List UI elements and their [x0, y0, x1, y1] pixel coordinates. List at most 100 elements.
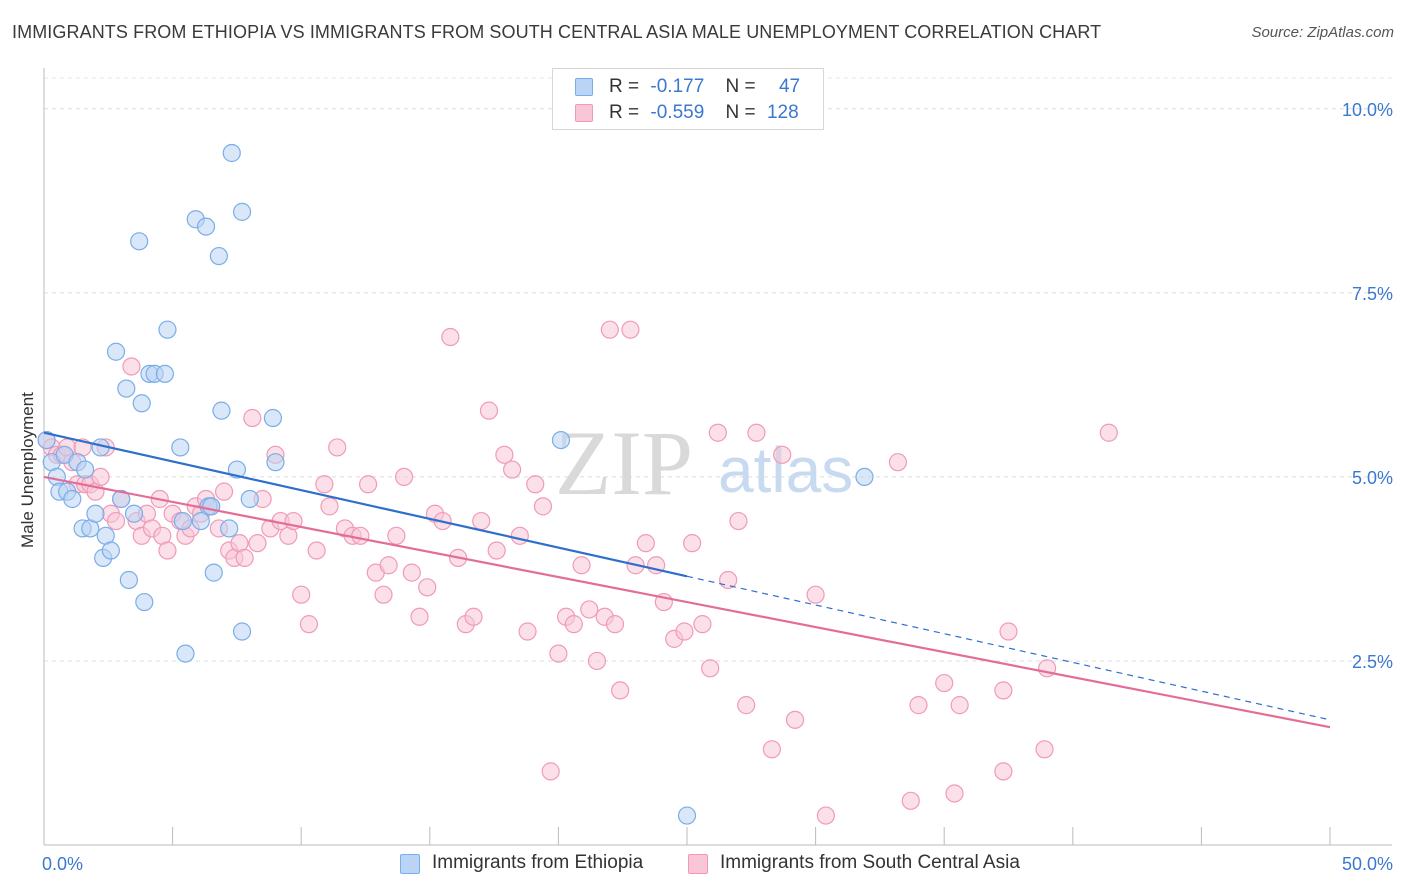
sca-point-119: [1035, 740, 1054, 759]
ethiopia-point-0: [37, 430, 56, 450]
ethiopia-point-40: [222, 143, 241, 163]
ethiopia-point-45: [263, 408, 283, 428]
sca-point-71: [479, 401, 499, 420]
sca-point-98: [693, 615, 712, 634]
x-tick-label-min: 0.0%: [42, 854, 83, 874]
ethiopia-point-37: [209, 246, 228, 266]
ethiopia-point-49: [855, 467, 874, 487]
watermark-atlas: atlas: [718, 434, 853, 506]
tick-labels: 2.5% 5.0% 7.5% 10.0% 0.0% 50.0%: [42, 100, 1393, 874]
sca-point-96: [675, 622, 694, 641]
ethiopia-point-42: [232, 622, 252, 641]
sca-point-97: [683, 534, 702, 553]
legend-swatch-ethiopia: [575, 78, 593, 96]
sca-point-57: [374, 585, 393, 604]
r-label: R =: [609, 76, 640, 97]
ethiopia-point-33: [196, 217, 216, 236]
sca-point-110: [888, 453, 908, 472]
sca-point-23: [158, 541, 177, 560]
sca-point-16: [122, 357, 141, 376]
ethiopia-point-9: [76, 460, 95, 479]
sca-point-78: [533, 497, 553, 516]
sca-point-100: [708, 423, 727, 442]
ethiopia-point-20: [124, 504, 144, 523]
sca-point-84: [580, 600, 599, 619]
sca-point-74: [503, 460, 522, 479]
ethiopia-point-32: [191, 511, 210, 531]
legend-label-sca: Immigrants from South Central Asia: [720, 852, 1020, 873]
sca-point-14: [106, 511, 126, 531]
sca-point-39: [248, 534, 267, 553]
sca-point-88: [605, 615, 625, 634]
ethiopia-point-2: [47, 467, 66, 487]
sca-point-109: [816, 806, 835, 825]
y-tick-label-0: 2.5%: [1352, 652, 1393, 672]
ethiopia-point-6: [63, 489, 82, 509]
ethiopia-point-48: [677, 806, 697, 825]
n-label: N =: [725, 76, 756, 97]
ethiopia-point-36: [204, 563, 223, 582]
sca-point-54: [351, 526, 370, 545]
sca-point-69: [464, 607, 483, 626]
ethiopia-point-35: [202, 497, 221, 516]
ethiopia-point-21: [130, 232, 149, 251]
sca-point-101: [719, 570, 738, 590]
sca-point-73: [495, 445, 514, 464]
sca-point-115: [950, 696, 969, 715]
trend-lines: [43, 431, 1331, 729]
ethiopia-point-17: [112, 489, 131, 509]
ethiopia-point-26: [155, 364, 174, 383]
sca-point-48: [307, 541, 326, 560]
watermark-zip: ZIP: [555, 412, 693, 514]
trend-line-ethiopia-extrapolated: [686, 575, 1331, 721]
watermark: ZIP atlas: [555, 412, 853, 514]
sca-point-33: [214, 482, 234, 501]
correlation-legend: R = -0.177 N = 47 R = -0.559 N = 128: [552, 68, 824, 130]
sca-point-117: [999, 622, 1018, 641]
trend-line-sca: [43, 475, 1331, 729]
y-tick-label-3: 10.0%: [1342, 100, 1393, 120]
sca-point-111: [901, 791, 920, 810]
sca-point-11: [91, 467, 110, 487]
sca-point-58: [379, 556, 398, 575]
y-tick-label-2: 7.5%: [1352, 284, 1393, 304]
sca-point-66: [441, 327, 460, 347]
sca-point-102: [729, 511, 748, 531]
n-label: N =: [725, 102, 756, 123]
ethiopia-point-11: [86, 504, 105, 523]
sca-point-118: [994, 762, 1013, 781]
sca-point-72: [487, 541, 506, 560]
grid-lines: [44, 77, 1392, 662]
sca-point-121: [1099, 423, 1118, 442]
source-credit: Source: ZipAtlas.com: [1251, 24, 1394, 41]
ethiopia-point-19: [119, 570, 138, 590]
ethiopia-point-22: [132, 394, 151, 413]
ethiopia-point-30: [176, 644, 195, 663]
legend-stats-sca: R = -0.559 N = 128: [609, 102, 799, 124]
sca-point-87: [600, 320, 619, 339]
sca-point-46: [292, 585, 311, 604]
ethiopia-point-46: [266, 453, 285, 472]
sca-point-79: [541, 762, 560, 781]
r-value: -0.177: [650, 76, 705, 97]
legend-swatch-sca: [688, 854, 708, 874]
sca-point-61: [402, 563, 421, 582]
sca-point-70: [472, 511, 491, 531]
sca-point-116: [994, 681, 1013, 700]
ethiopia-point-16: [106, 342, 126, 361]
y-tick-label-1: 5.0%: [1352, 468, 1393, 488]
sca-point-80: [549, 644, 568, 663]
sca-point-62: [410, 607, 429, 626]
sca-point-107: [785, 710, 805, 729]
sca-point-60: [394, 467, 414, 487]
ethiopia-point-28: [171, 438, 190, 457]
sca-point-49: [315, 475, 334, 494]
legend-swatch-ethiopia: [400, 854, 420, 874]
sca-point-51: [328, 438, 347, 457]
legend-label-ethiopia: Immigrants from Ethiopia: [432, 852, 644, 873]
sca-point-108: [806, 585, 825, 604]
ethiopia-point-44: [240, 489, 259, 509]
ethiopia-point-23: [135, 592, 154, 612]
ethiopia-point-47: [551, 430, 571, 450]
